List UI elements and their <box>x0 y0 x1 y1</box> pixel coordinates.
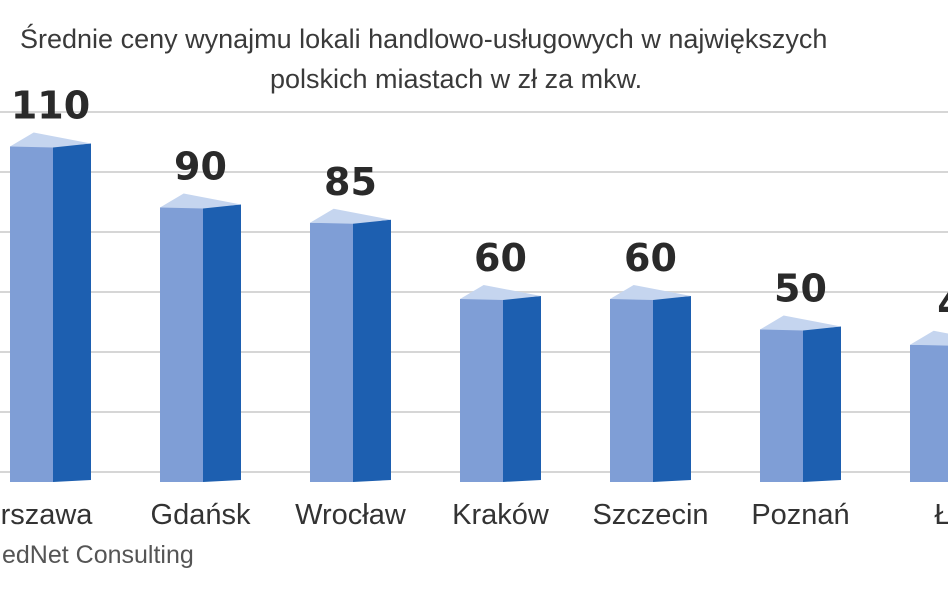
bar-face <box>160 207 203 482</box>
category-label: Łó <box>934 499 948 531</box>
chart-title-line-1: Średnie ceny wynajmu lokali handlowo-usł… <box>20 22 827 54</box>
value-label: 60 <box>624 236 677 280</box>
bar-top <box>460 285 541 300</box>
category-label: Wrocław <box>295 499 407 531</box>
value-label: 60 <box>474 236 527 280</box>
value-label: 110 <box>11 84 90 128</box>
bar-side <box>203 204 241 482</box>
bar-top <box>760 315 841 331</box>
category-label: rszawa <box>1 499 94 531</box>
bar-face <box>610 299 653 482</box>
category-label: Gdańsk <box>151 499 251 531</box>
bar-face <box>310 222 353 482</box>
chart-title-line-2: polskich miastach w zł za mkw. <box>270 64 642 94</box>
bar <box>610 285 691 482</box>
bar-face <box>10 146 53 482</box>
value-label: 4 <box>937 282 948 326</box>
value-label: 90 <box>174 145 227 189</box>
bar-face <box>910 344 948 482</box>
category-label: Poznań <box>751 499 849 531</box>
value-label: 50 <box>774 267 827 311</box>
bar <box>760 315 841 482</box>
bars-group: 110 rszawa 90 Gdańsk 85 Wrocław 60 Kraków 60 Szcz… <box>1 84 948 531</box>
bar-face <box>760 329 803 482</box>
bar <box>10 132 91 482</box>
bar-top <box>310 208 391 224</box>
bar <box>460 285 541 482</box>
bar-side <box>53 143 91 482</box>
bar-top <box>910 330 948 346</box>
bar <box>160 193 241 482</box>
bar-top <box>10 132 91 148</box>
bar-face <box>460 299 503 482</box>
bar <box>310 208 391 482</box>
bar-side <box>353 219 391 482</box>
bar <box>910 330 948 482</box>
category-label: Szczecin <box>592 499 708 531</box>
bar-side <box>503 296 541 482</box>
bar-top <box>610 285 691 300</box>
bar-side <box>803 326 841 482</box>
bar-top <box>160 193 241 209</box>
bar-side <box>653 296 691 482</box>
value-label: 85 <box>324 160 377 204</box>
category-label: Kraków <box>452 499 550 531</box>
source-label: edNet Consulting <box>2 541 194 569</box>
